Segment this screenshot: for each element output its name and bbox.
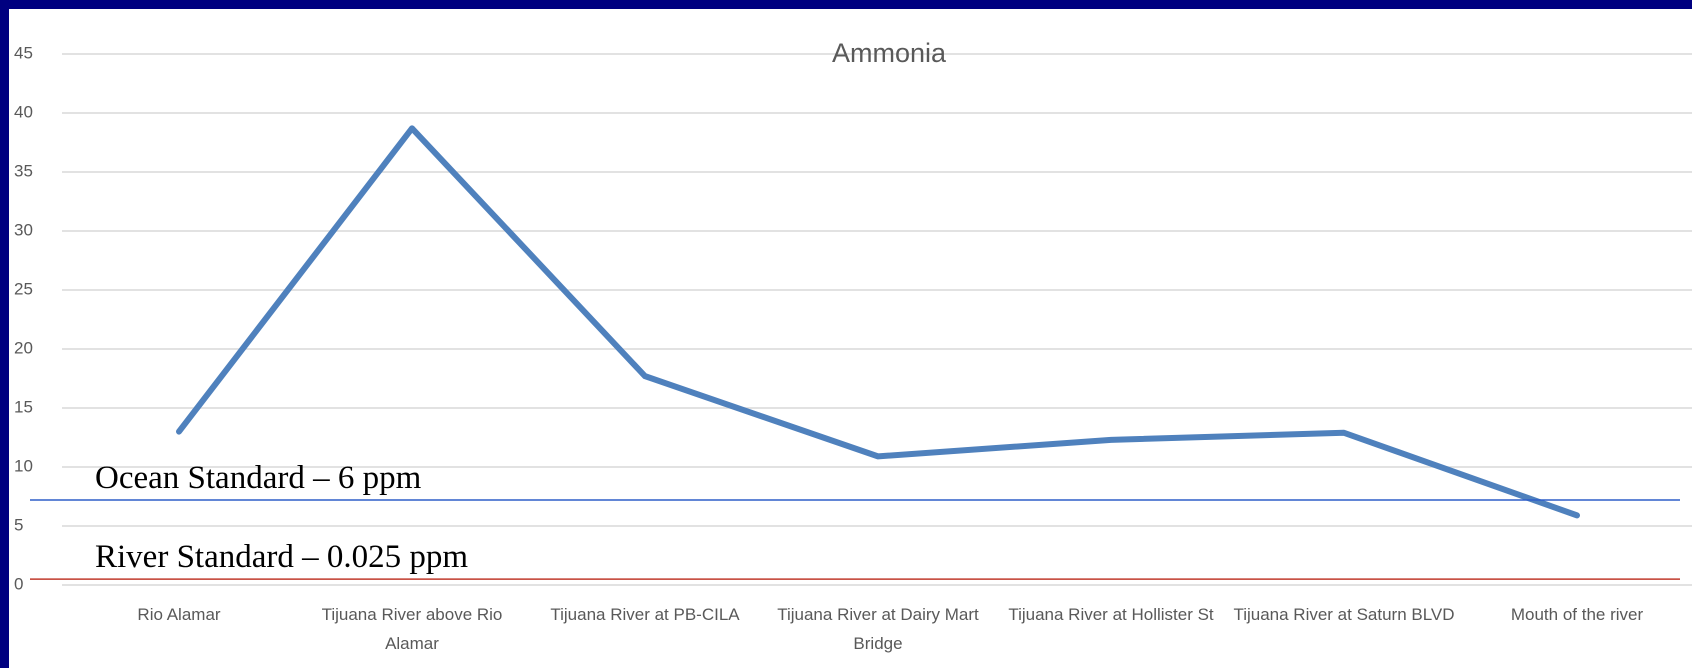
x-tick-label: Rio Alamar bbox=[137, 605, 221, 624]
x-tick-label: Tijuana River at Dairy Mart Bridge bbox=[777, 605, 979, 653]
x-tick-label: Tijuana River at PB-CILA bbox=[550, 605, 740, 624]
chart-panel bbox=[9, 9, 1692, 668]
y-tick-label: 30 bbox=[14, 220, 33, 239]
x-tick-label: Tijuana River above Rio Alamar bbox=[321, 605, 503, 653]
chart-title: Ammonia bbox=[832, 38, 947, 68]
y-tick-label: 35 bbox=[14, 161, 33, 180]
reference-label: River Standard – 0.025 ppm bbox=[95, 539, 468, 575]
y-tick-label: 15 bbox=[14, 397, 33, 416]
reference-label: Ocean Standard – 6 ppm bbox=[95, 460, 422, 496]
data-line bbox=[176, 125, 1580, 519]
y-tick-label: 40 bbox=[14, 102, 33, 121]
y-tick-label: 45 bbox=[14, 43, 33, 62]
y-tick-label: 25 bbox=[14, 279, 33, 298]
y-tick-label: 0 bbox=[14, 574, 23, 593]
x-tick-label: Tijuana River at Saturn BLVD bbox=[1233, 605, 1455, 624]
y-tick-label: 5 bbox=[14, 515, 23, 534]
x-tick-label: Mouth of the river bbox=[1510, 605, 1644, 624]
y-tick-label: 10 bbox=[14, 456, 33, 475]
y-tick-label: 20 bbox=[14, 338, 33, 357]
x-tick-label: Tijuana River at Hollister St bbox=[1008, 605, 1214, 624]
